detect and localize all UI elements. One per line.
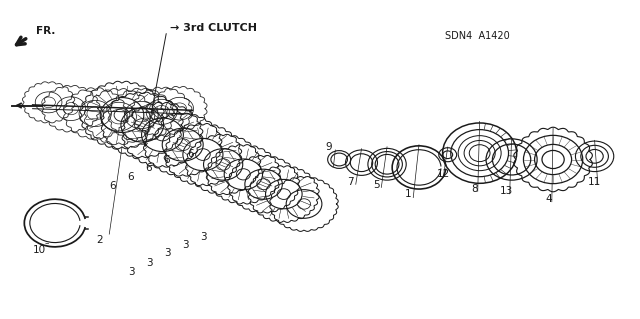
Text: 13: 13 bbox=[500, 186, 513, 196]
Text: 10: 10 bbox=[33, 245, 45, 255]
Text: 4: 4 bbox=[545, 194, 552, 204]
Text: 3: 3 bbox=[164, 248, 171, 258]
Text: → 3rd CLUTCH: → 3rd CLUTCH bbox=[170, 23, 257, 33]
Text: 2: 2 bbox=[97, 235, 103, 246]
Text: 1: 1 bbox=[405, 189, 412, 199]
Text: 3: 3 bbox=[146, 258, 153, 268]
Text: 8: 8 bbox=[471, 184, 478, 194]
Text: 11: 11 bbox=[588, 177, 601, 187]
Text: 3: 3 bbox=[128, 267, 135, 277]
Text: 6: 6 bbox=[163, 155, 170, 166]
Text: 12: 12 bbox=[436, 169, 450, 179]
Text: FR.: FR. bbox=[36, 26, 56, 36]
Text: SDN4  A1420: SDN4 A1420 bbox=[445, 31, 509, 41]
Text: 6: 6 bbox=[187, 149, 194, 159]
Text: 9: 9 bbox=[326, 142, 332, 152]
Text: 7: 7 bbox=[348, 177, 354, 187]
Text: 6: 6 bbox=[127, 172, 134, 182]
Text: 6: 6 bbox=[145, 163, 152, 174]
Text: 3: 3 bbox=[182, 240, 189, 250]
Text: 6: 6 bbox=[109, 182, 116, 191]
Text: 3: 3 bbox=[200, 232, 207, 242]
Text: 5: 5 bbox=[373, 180, 380, 190]
